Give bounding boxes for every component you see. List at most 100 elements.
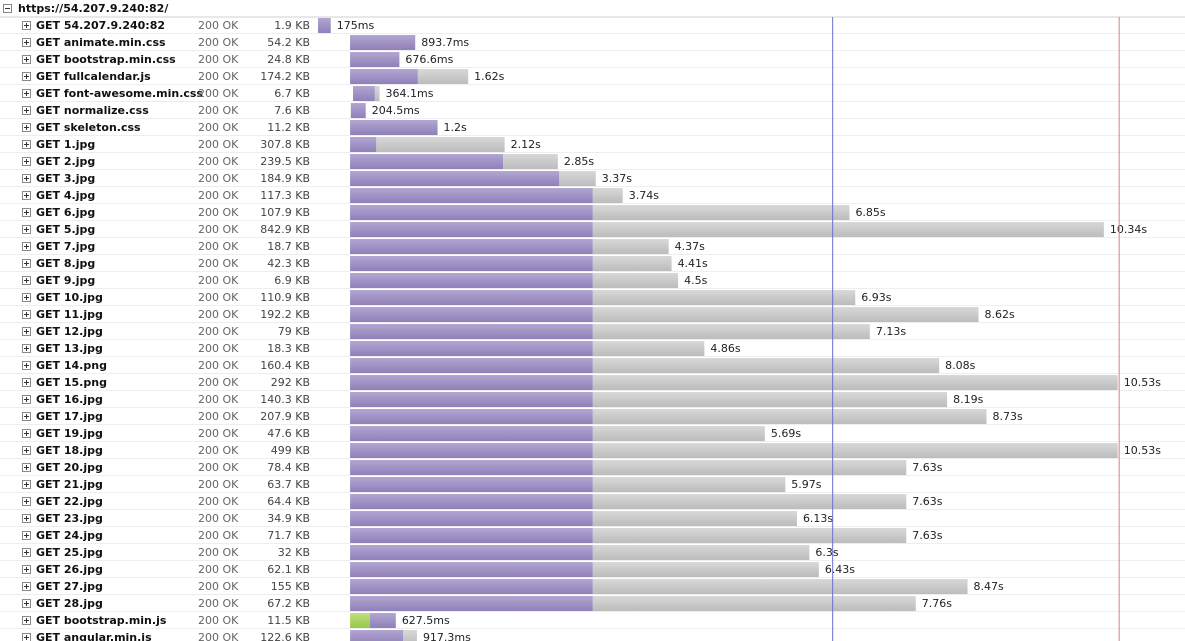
size: 192.2 KB xyxy=(260,308,310,321)
request-name[interactable]: GET 5.jpg xyxy=(36,223,95,236)
status: 200 OK xyxy=(198,87,239,100)
status: 200 OK xyxy=(198,223,239,236)
receiving-bar xyxy=(592,477,786,492)
request-name[interactable]: GET 23.jpg xyxy=(36,512,103,525)
request-name[interactable]: GET 21.jpg xyxy=(36,478,103,491)
request-name[interactable]: GET 13.jpg xyxy=(36,342,103,355)
size: 11.2 KB xyxy=(267,121,310,134)
receiving-bar xyxy=(592,443,1118,458)
size: 207.9 KB xyxy=(260,410,310,423)
request-name[interactable]: GET bootstrap.min.js xyxy=(36,614,167,627)
size: 47.6 KB xyxy=(267,427,310,440)
waiting-bar xyxy=(350,273,593,288)
status: 200 OK xyxy=(198,36,239,49)
request-name[interactable]: GET 25.jpg xyxy=(36,546,103,559)
request-name[interactable]: GET 9.jpg xyxy=(36,274,95,287)
request-name[interactable]: GET 12.jpg xyxy=(36,325,103,338)
blocked-bar xyxy=(350,613,370,628)
waiting-bar xyxy=(350,494,593,509)
time-label: 627.5ms xyxy=(402,614,450,627)
status: 200 OK xyxy=(198,580,239,593)
request-name[interactable]: GET 7.jpg xyxy=(36,240,95,253)
time-label: 5.69s xyxy=(771,427,801,440)
waiting-bar xyxy=(350,222,593,237)
request-name[interactable]: GET 19.jpg xyxy=(36,427,103,440)
waiting-bar xyxy=(350,511,593,526)
size: 63.7 KB xyxy=(267,478,310,491)
waiting-bar xyxy=(350,596,593,611)
time-label: 10.34s xyxy=(1110,223,1147,236)
size: 64.4 KB xyxy=(267,495,310,508)
host-url[interactable]: https://54.207.9.240:82/ xyxy=(18,2,169,15)
request-name[interactable]: GET 22.jpg xyxy=(36,495,103,508)
request-name[interactable]: GET 24.jpg xyxy=(36,529,103,542)
request-name[interactable]: GET 1.jpg xyxy=(36,138,95,151)
size: 71.7 KB xyxy=(267,529,310,542)
request-name[interactable]: GET 2.jpg xyxy=(36,155,95,168)
request-name[interactable]: GET 6.jpg xyxy=(36,206,95,219)
waiting-bar xyxy=(350,324,593,339)
waiting-bar xyxy=(350,171,560,186)
receiving-bar xyxy=(592,545,810,560)
time-label: 7.63s xyxy=(912,495,942,508)
request-name[interactable]: GET 3.jpg xyxy=(36,172,95,185)
waiting-bar xyxy=(350,120,438,135)
request-name[interactable]: GET 4.jpg xyxy=(36,189,95,202)
time-label: 7.63s xyxy=(912,529,942,542)
request-name[interactable]: GET 15.png xyxy=(36,376,107,389)
status: 200 OK xyxy=(198,410,239,423)
request-name[interactable]: GET 54.207.9.240:82 xyxy=(36,19,165,32)
request-name[interactable]: GET font-awesome.min.css xyxy=(36,87,203,100)
request-name[interactable]: GET fullcalendar.js xyxy=(36,70,151,83)
time-label: 7.13s xyxy=(876,325,906,338)
collapse-icon[interactable] xyxy=(3,4,12,13)
time-label: 5.97s xyxy=(791,478,821,491)
time-label: 917.3ms xyxy=(423,631,471,641)
request-name[interactable]: GET bootstrap.min.css xyxy=(36,53,176,66)
size: 140.3 KB xyxy=(260,393,310,406)
time-label: 7.76s xyxy=(922,597,952,610)
waiting-bar xyxy=(350,443,593,458)
request-name[interactable]: GET 18.jpg xyxy=(36,444,103,457)
request-name[interactable]: GET animate.min.css xyxy=(36,36,166,49)
status: 200 OK xyxy=(198,325,239,338)
request-name[interactable]: GET 11.jpg xyxy=(36,308,103,321)
time-label: 3.37s xyxy=(602,172,632,185)
request-name[interactable]: GET 28.jpg xyxy=(36,597,103,610)
waiting-bar xyxy=(350,579,593,594)
status: 200 OK xyxy=(198,121,239,134)
request-name[interactable]: GET 16.jpg xyxy=(36,393,103,406)
request-name[interactable]: GET 26.jpg xyxy=(36,563,103,576)
waiting-bar xyxy=(350,460,593,475)
waiting-bar xyxy=(350,256,593,271)
receiving-bar xyxy=(592,273,679,288)
request-name[interactable]: GET 14.png xyxy=(36,359,107,372)
size: 174.2 KB xyxy=(260,70,310,83)
size: 842.9 KB xyxy=(260,223,310,236)
receiving-bar xyxy=(592,256,672,271)
status: 200 OK xyxy=(198,53,239,66)
status: 200 OK xyxy=(198,393,239,406)
status: 200 OK xyxy=(198,70,239,83)
status: 200 OK xyxy=(198,257,239,270)
status: 200 OK xyxy=(198,512,239,525)
request-name[interactable]: GET 10.jpg xyxy=(36,291,103,304)
size: 184.9 KB xyxy=(260,172,310,185)
time-label: 893.7ms xyxy=(421,36,469,49)
size: 18.3 KB xyxy=(267,342,310,355)
size: 307.8 KB xyxy=(260,138,310,151)
time-label: 3.74s xyxy=(629,189,659,202)
waiting-bar xyxy=(350,630,404,641)
request-name[interactable]: GET 8.jpg xyxy=(36,257,95,270)
request-name[interactable]: GET 20.jpg xyxy=(36,461,103,474)
request-name[interactable]: GET normalize.css xyxy=(36,104,149,117)
request-name[interactable]: GET angular.min.js xyxy=(36,631,152,641)
request-name[interactable]: GET 27.jpg xyxy=(36,580,103,593)
time-label: 4.37s xyxy=(675,240,705,253)
request-name[interactable]: GET skeleton.css xyxy=(36,121,141,134)
receiving-bar xyxy=(592,409,987,424)
status: 200 OK xyxy=(198,308,239,321)
receiving-bar xyxy=(376,137,505,152)
request-name[interactable]: GET 17.jpg xyxy=(36,410,103,423)
status: 200 OK xyxy=(198,631,239,641)
